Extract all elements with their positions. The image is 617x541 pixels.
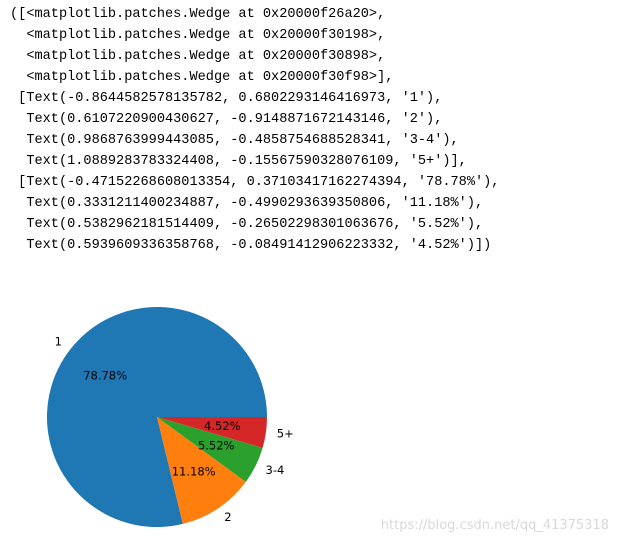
output-line: Text(0.6107220900430627, -0.914887167214… (10, 112, 443, 127)
category-label: 3-4 (266, 463, 285, 477)
value-label: 5.52% (198, 439, 235, 453)
value-label: 11.18% (172, 464, 216, 478)
category-label: 5+ (277, 427, 294, 441)
output-line: ([<matplotlib.patches.Wedge at 0x20000f2… (10, 7, 386, 22)
output-line: Text(1.0889283783324408, -0.155675903280… (10, 154, 467, 169)
watermark: https://blog.csdn.net/qq_41375318 (380, 518, 609, 533)
output-line: <matplotlib.patches.Wedge at 0x20000f308… (10, 49, 386, 64)
output-line: Text(0.3331211400234887, -0.499029363935… (10, 196, 484, 211)
pie-wedge (46, 307, 268, 527)
output-line: <matplotlib.patches.Wedge at 0x20000f30f… (10, 70, 394, 85)
category-label: 2 (224, 510, 231, 524)
value-label: 78.78% (83, 369, 127, 383)
output-line: <matplotlib.patches.Wedge at 0x20000f301… (10, 28, 386, 43)
pie-wedge (157, 417, 246, 524)
output-line: [Text(-0.47152268608013354, 0.3710341716… (10, 175, 500, 190)
pie-wedge (157, 417, 263, 482)
category-label: 1 (55, 335, 62, 349)
output-line: [Text(-0.8644582578135782, 0.68022931464… (10, 91, 443, 106)
output-line: Text(0.5939609336358768, -0.084914129062… (10, 238, 492, 253)
output-line: Text(0.9868763999443085, -0.485875468852… (10, 133, 459, 148)
pie-wedge (157, 417, 267, 448)
cell-output: ([<matplotlib.patches.Wedge at 0x20000f2… (10, 4, 499, 256)
value-label: 4.52% (204, 419, 241, 433)
output-line: Text(0.5382962181514409, -0.265022983010… (10, 217, 484, 232)
